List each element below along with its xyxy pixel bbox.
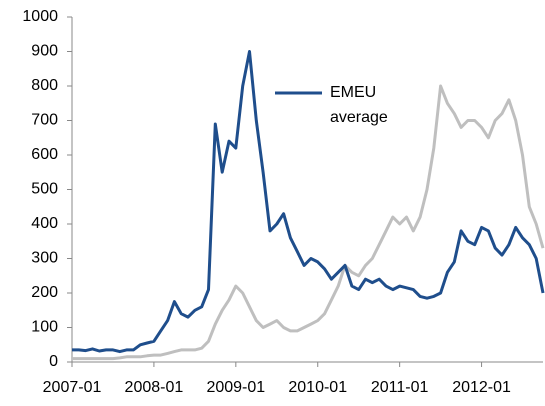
y-tick-label: 100 <box>31 319 58 336</box>
legend-label: EMEU average <box>330 84 388 126</box>
y-tick-label: 300 <box>31 250 58 267</box>
y-tick-label: 500 <box>31 181 58 198</box>
series-line <box>72 50 545 354</box>
x-tick-label: 2009-01 <box>206 379 265 396</box>
y-tick-label: 1000 <box>22 8 58 25</box>
x-tick-label: 2011-01 <box>371 379 429 396</box>
legend-entry: EMEU average <box>330 84 388 126</box>
y-tick-label: 800 <box>31 77 58 94</box>
y-tick-label: 700 <box>31 112 58 129</box>
series-line <box>72 84 545 361</box>
y-tick-label: 200 <box>31 284 58 301</box>
x-tick-label: 2007-01 <box>43 379 102 396</box>
y-tick-label: 600 <box>31 146 58 163</box>
x-tick-label: 2008-01 <box>125 379 184 396</box>
x-tick-label: 2010-01 <box>288 379 347 396</box>
y-tick-label: 400 <box>31 215 58 232</box>
y-tick-label: 900 <box>31 43 58 60</box>
x-tick-label: 2012-01 <box>452 379 511 396</box>
y-tick-label: 0 <box>49 353 58 370</box>
